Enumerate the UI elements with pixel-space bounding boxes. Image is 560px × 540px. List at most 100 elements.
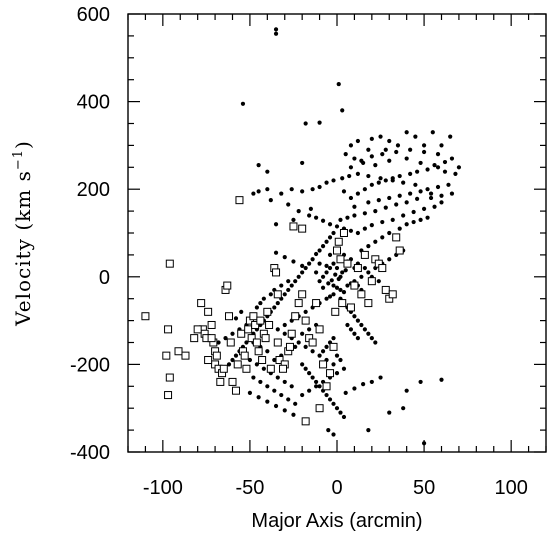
dot-point bbox=[340, 176, 345, 181]
square-point bbox=[287, 329, 296, 338]
dot-point bbox=[334, 353, 340, 358]
square-point bbox=[164, 325, 173, 334]
dot-point bbox=[331, 178, 336, 183]
dot-point bbox=[327, 252, 333, 257]
square-point bbox=[212, 351, 221, 360]
dot-point bbox=[256, 189, 261, 194]
dot-point bbox=[296, 209, 301, 214]
dot-point bbox=[265, 384, 270, 389]
square-point bbox=[261, 334, 270, 343]
dot-point bbox=[289, 187, 294, 192]
dot-point bbox=[338, 357, 343, 363]
dot-point bbox=[300, 160, 305, 166]
dot-point bbox=[456, 165, 462, 170]
square-point bbox=[291, 312, 300, 321]
dot-point bbox=[442, 169, 448, 174]
dot-point bbox=[352, 156, 357, 161]
dot-point bbox=[387, 138, 392, 144]
dot-point bbox=[279, 283, 284, 288]
dot-point bbox=[366, 147, 371, 152]
square-point bbox=[322, 382, 331, 391]
dot-point bbox=[258, 300, 263, 306]
dot-point bbox=[317, 353, 322, 358]
dot-point bbox=[320, 349, 326, 354]
dot-point bbox=[378, 134, 383, 139]
dot-point bbox=[331, 261, 336, 266]
dot-point bbox=[390, 217, 395, 222]
dot-point bbox=[286, 279, 291, 284]
dot-point bbox=[317, 184, 322, 190]
dot-point bbox=[362, 187, 367, 192]
dot-point bbox=[223, 336, 228, 341]
square-point bbox=[237, 329, 246, 338]
dot-point bbox=[331, 283, 336, 288]
dot-point bbox=[366, 200, 371, 205]
dot-point bbox=[336, 81, 341, 87]
data-points bbox=[141, 27, 462, 446]
dot-point bbox=[300, 331, 305, 336]
dot-point bbox=[411, 219, 416, 225]
dot-point bbox=[366, 428, 371, 433]
dot-point bbox=[421, 206, 427, 212]
y-axis-title-close: ) bbox=[11, 140, 35, 149]
dot-point bbox=[230, 357, 235, 363]
dot-point bbox=[282, 254, 287, 260]
dot-point bbox=[310, 257, 315, 262]
dot-point bbox=[383, 178, 388, 183]
y-tick-label: 600 bbox=[77, 4, 110, 26]
dot-point bbox=[415, 196, 420, 201]
y-axis-title-main: Velocity (km s bbox=[11, 170, 35, 327]
dot-point bbox=[272, 388, 277, 393]
dot-point bbox=[348, 195, 354, 201]
square-point bbox=[226, 338, 235, 347]
y-axis-title-superscript: −1 bbox=[11, 149, 26, 170]
square-point bbox=[181, 351, 190, 360]
dot-point bbox=[378, 375, 383, 380]
dot-point bbox=[279, 191, 284, 196]
dot-point bbox=[435, 184, 441, 190]
y-tick-label: 400 bbox=[77, 92, 110, 114]
dot-point bbox=[348, 165, 354, 170]
dot-point bbox=[254, 305, 259, 310]
dot-point bbox=[343, 390, 348, 395]
dot-point bbox=[279, 392, 284, 398]
x-tick-labels: -100 -50 0 50 100 bbox=[143, 477, 528, 499]
dot-point bbox=[341, 290, 347, 295]
dot-point bbox=[421, 143, 427, 148]
dot-point bbox=[449, 156, 455, 161]
dot-point bbox=[226, 362, 232, 367]
dot-point bbox=[300, 263, 305, 268]
dot-point bbox=[387, 195, 392, 201]
square-point bbox=[312, 299, 321, 308]
dot-point bbox=[272, 305, 277, 310]
square-point bbox=[273, 290, 282, 299]
x-tick-label: 100 bbox=[494, 477, 527, 499]
dot-point bbox=[303, 265, 308, 271]
dot-point bbox=[404, 388, 409, 393]
dot-point bbox=[324, 344, 329, 349]
y-tick-label: 200 bbox=[77, 179, 110, 201]
dot-point bbox=[300, 392, 305, 398]
dot-point bbox=[331, 230, 336, 236]
dot-point bbox=[320, 218, 326, 223]
dot-point bbox=[366, 173, 371, 179]
dot-point bbox=[272, 357, 277, 363]
dot-point bbox=[352, 213, 357, 218]
dot-point bbox=[432, 163, 437, 168]
dot-point bbox=[366, 331, 371, 336]
square-point bbox=[266, 364, 275, 373]
dot-point bbox=[380, 152, 385, 157]
dot-point bbox=[369, 154, 374, 159]
dot-point bbox=[314, 215, 319, 220]
dot-point bbox=[362, 226, 367, 231]
dot-point bbox=[352, 331, 357, 336]
square-point bbox=[141, 312, 150, 321]
square-point bbox=[258, 356, 267, 365]
dot-point bbox=[273, 31, 279, 36]
dot-point bbox=[310, 375, 315, 380]
dot-point bbox=[425, 167, 430, 172]
square-point bbox=[308, 338, 317, 347]
x-axis-title: Major Axis (arcmin) bbox=[251, 510, 422, 532]
square-point bbox=[395, 246, 404, 255]
